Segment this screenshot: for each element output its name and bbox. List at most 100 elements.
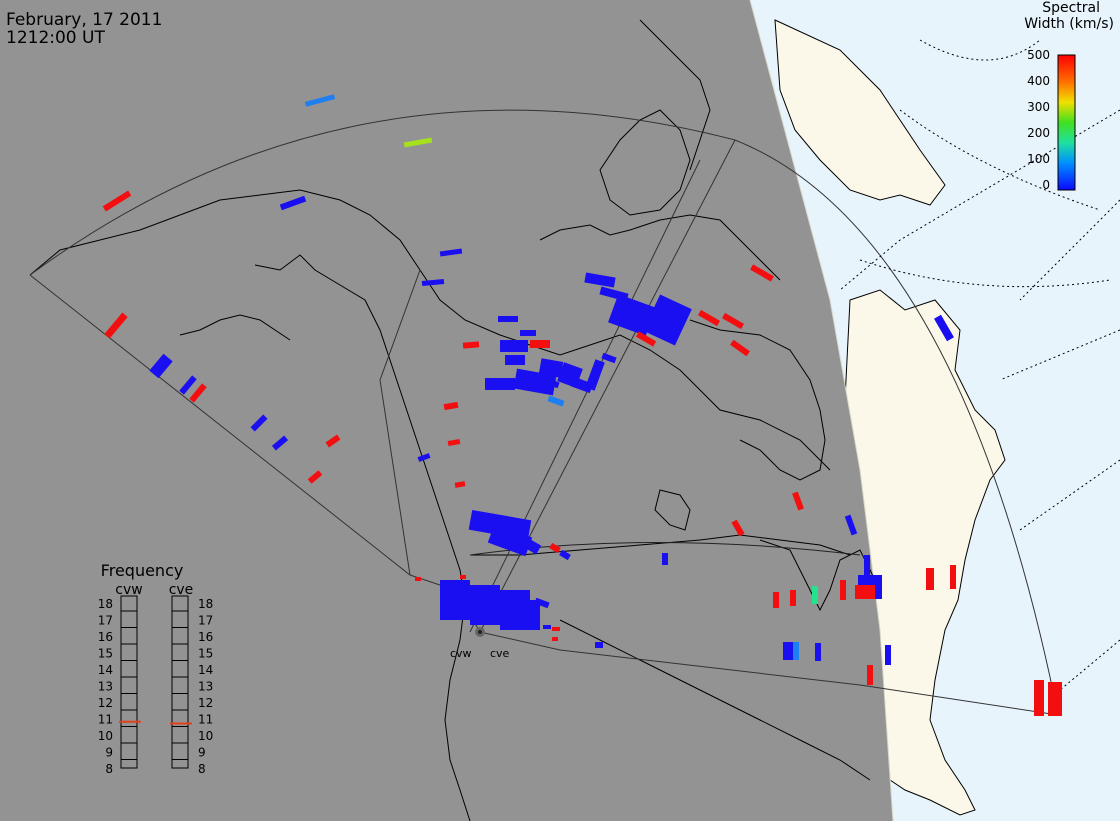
frequency-tick-left: 17 [98, 614, 113, 628]
colorbar-tick-label: 400 [1027, 74, 1050, 88]
echo-cell [104, 312, 128, 339]
grid-lines [839, 39, 1120, 691]
echo-cell [470, 585, 500, 625]
echo-cell [584, 272, 616, 288]
frequency-tick-right: 16 [198, 630, 213, 644]
echo-cell [570, 376, 594, 394]
echo-cell [250, 414, 268, 432]
echo-cell [440, 580, 470, 620]
colorbar-title-line1: Spectral [1042, 0, 1100, 16]
echo-cell [585, 359, 605, 391]
echo-cell [271, 435, 289, 451]
echo-cell [544, 377, 560, 389]
echo-cell [421, 279, 445, 286]
echo-cell [643, 294, 692, 346]
frequency-tick-left: 18 [98, 597, 113, 611]
colorbar-tick-label: 200 [1027, 126, 1050, 140]
echo-cell [460, 575, 466, 579]
echo-cell [304, 94, 336, 107]
frequency-tick-left: 15 [98, 647, 113, 661]
station-label-cve: cve [490, 647, 510, 660]
echo-cell [730, 339, 750, 357]
echo-cell [102, 190, 132, 212]
frequency-tick-right: 8 [198, 762, 206, 776]
echo-cell [731, 519, 745, 537]
echo-cell [462, 341, 480, 349]
station-label-cvw: cvw [450, 647, 472, 660]
echo-cell [530, 340, 550, 348]
echo-cell [721, 312, 745, 330]
echo-cell [487, 523, 533, 557]
echo-cell [439, 248, 463, 257]
echo-cell [812, 586, 818, 604]
frequency-tick-left: 10 [98, 729, 113, 743]
echo-cell [549, 542, 561, 554]
echo-cell [513, 368, 557, 396]
frequency-tick-left: 8 [105, 762, 113, 776]
echo-cell [864, 555, 870, 575]
frequency-label-cvw: cvw [115, 582, 142, 598]
frequency-tick-left: 13 [98, 680, 113, 694]
echo-cell [840, 580, 846, 600]
echo-cell [534, 597, 550, 609]
echo-cell [500, 340, 528, 352]
frequency-tick-left: 16 [98, 630, 113, 644]
colorbar-title-line2: Width (km/s) [1024, 16, 1114, 32]
echo-cell [485, 378, 515, 390]
frequency-tick-right: 17 [198, 614, 213, 628]
echo-cell [750, 264, 774, 282]
echo-cell [189, 383, 207, 403]
frequency-tick-right: 18 [198, 597, 213, 611]
frequency-tick-right: 9 [198, 746, 206, 760]
echo-cell [547, 395, 565, 407]
frequency-panel: Frequency cvw cve 18 18 17 17 16 16 15 15 14 14 13… [98, 561, 214, 776]
echo-cell [520, 600, 540, 630]
echo-cell [885, 645, 891, 665]
frequency-tick-right: 10 [198, 729, 213, 743]
echo-cell [552, 637, 558, 641]
echo-cell [307, 470, 323, 484]
frequency-tick-left: 9 [105, 746, 113, 760]
frequency-column-cve [171, 595, 189, 769]
echo-cell [697, 309, 721, 327]
time-label: 1212:00 UT [6, 28, 105, 48]
echo-cell [552, 627, 560, 631]
echo-cell [926, 568, 934, 590]
echo-cell [790, 590, 796, 606]
echo-cell [844, 514, 858, 536]
echo-cell [498, 316, 518, 322]
echo-cell [443, 401, 459, 411]
echo-cell [662, 553, 668, 565]
echo-cell [815, 643, 821, 661]
echo-cell [559, 549, 571, 561]
echo-cell [601, 352, 617, 364]
echo-cell [934, 314, 954, 342]
echo-cell [608, 294, 656, 336]
colorbar-tick-label: 100 [1027, 152, 1050, 166]
echo-cell [1048, 682, 1062, 716]
echo-cell [417, 453, 431, 462]
frequency-tick-left: 14 [98, 663, 113, 677]
echo-cell [793, 642, 799, 660]
echo-cell [867, 665, 873, 685]
frequency-tick-right: 15 [198, 647, 213, 661]
frequency-tick-right: 13 [198, 680, 213, 694]
echo-cell [520, 330, 536, 336]
frequency-column-cvw [120, 595, 138, 769]
date-label: February, 17 2011 [6, 10, 162, 30]
echo-cell [149, 353, 173, 379]
echo-cell [538, 358, 564, 378]
frequency-tick-left: 12 [98, 696, 113, 710]
echo-cell [543, 625, 551, 629]
echo-cell [950, 565, 956, 589]
echo-cell [635, 331, 657, 347]
radar-site-marker [475, 627, 485, 637]
echo-cell [415, 577, 421, 581]
coastlines [29, 19, 881, 822]
echo-cell [1034, 680, 1044, 716]
echo-cell [179, 375, 197, 395]
echo-cell [447, 438, 461, 447]
dayside-land [774, 19, 1006, 816]
